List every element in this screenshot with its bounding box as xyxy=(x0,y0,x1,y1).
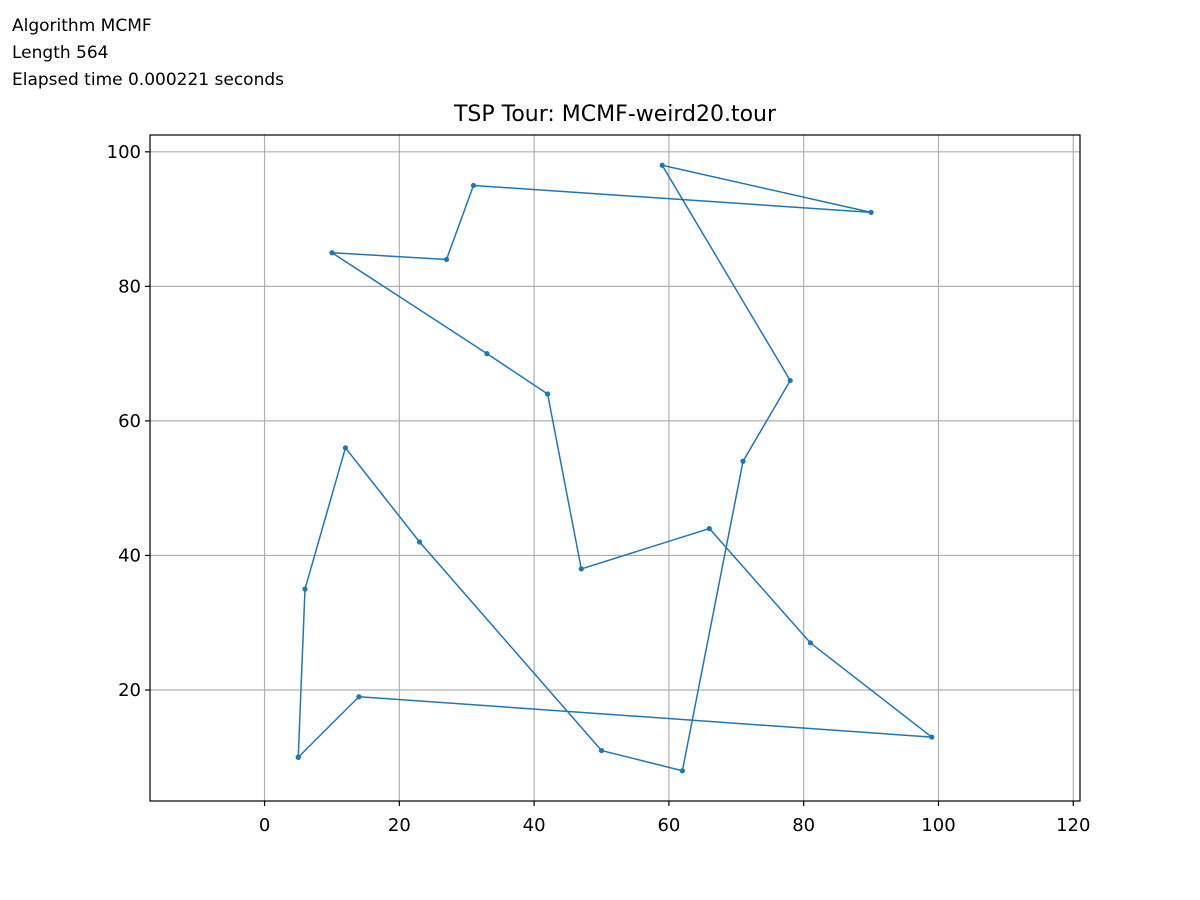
city-point xyxy=(545,391,551,397)
city-point xyxy=(578,566,584,572)
grid xyxy=(150,135,1080,801)
city-point xyxy=(706,525,712,532)
plot-area-frame xyxy=(149,134,1081,802)
city-point xyxy=(787,377,793,384)
y-tick-label: 80 xyxy=(118,276,141,297)
city-point xyxy=(740,458,746,464)
city-point xyxy=(302,586,308,592)
city-point xyxy=(598,747,605,754)
city-point xyxy=(329,250,335,256)
city-point xyxy=(679,768,685,774)
x-tick-label: 100 xyxy=(921,815,955,836)
city-point xyxy=(659,162,665,168)
city-point xyxy=(807,640,814,646)
city-point xyxy=(868,209,874,215)
chart-title: TSP Tour: MCMF-weird20.tour xyxy=(453,102,777,127)
city-point xyxy=(356,694,362,700)
city-point xyxy=(416,539,423,545)
city-point xyxy=(470,182,477,189)
y-tick-label: 60 xyxy=(118,411,141,432)
elapsed-time-label: Elapsed time 0.000221 seconds xyxy=(12,70,284,90)
x-tick-label: 60 xyxy=(657,815,680,836)
x-tick-label: 40 xyxy=(523,815,546,836)
x-tick-label: 0 xyxy=(259,815,270,836)
x-tick-label: 80 xyxy=(792,815,815,836)
x-tick-label: 120 xyxy=(1056,815,1090,836)
city-point xyxy=(929,734,935,740)
x-tick-label: 20 xyxy=(388,815,411,836)
city-point xyxy=(342,445,349,451)
city-point xyxy=(484,351,490,357)
tour-length-label: Length 564 xyxy=(12,43,109,63)
tour-series xyxy=(295,162,935,774)
y-tick-label: 20 xyxy=(118,680,141,701)
city-point xyxy=(295,754,301,760)
axes: 0 20 40 60 80 100 120 20 40 60 80 100 xyxy=(107,142,1091,836)
y-tick-label: 100 xyxy=(107,142,141,163)
tour-path-line xyxy=(297,164,933,772)
algorithm-label: Algorithm MCMF xyxy=(12,16,152,36)
city-point xyxy=(443,256,450,263)
y-tick-label: 40 xyxy=(118,545,141,566)
